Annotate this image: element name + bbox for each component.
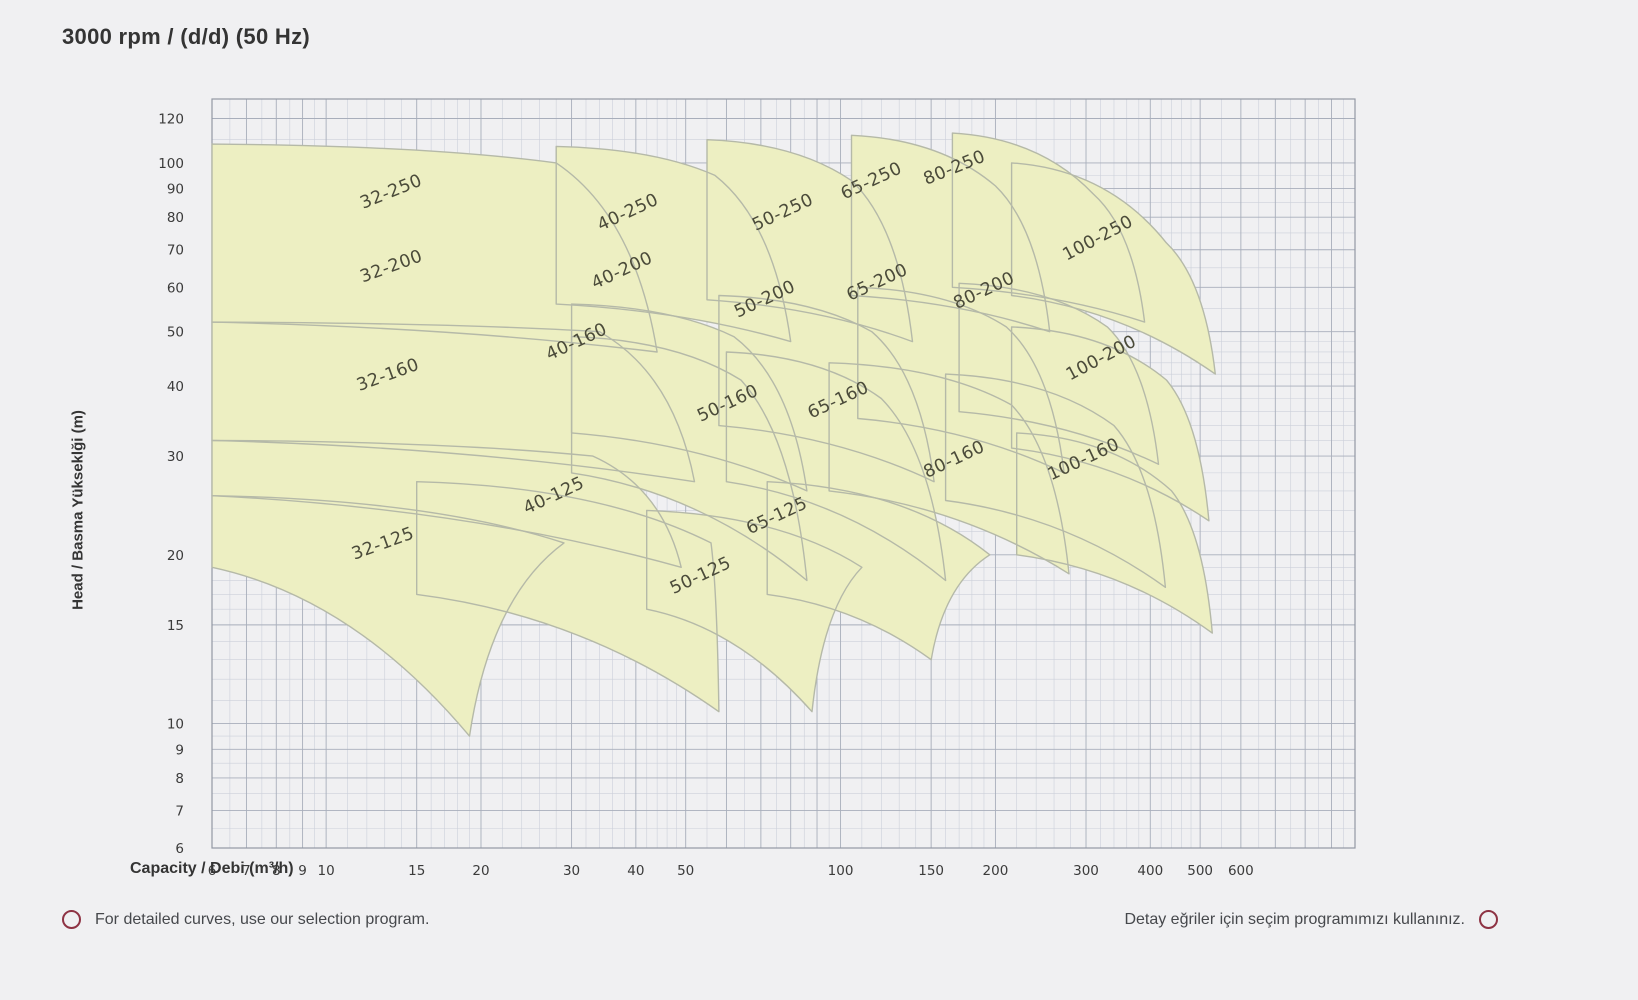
- pump-envelope-outline-32-160: [211, 439, 682, 568]
- pump-envelope-outline-100-160: [1016, 432, 1213, 634]
- y-tick-label: 100: [158, 156, 184, 172]
- x-tick-label: 40: [627, 863, 644, 879]
- x-tick-label: 400: [1137, 863, 1163, 879]
- x-tick-label: 10: [318, 863, 335, 879]
- y-tick-label: 10: [167, 717, 184, 733]
- y-tick-label: 40: [167, 379, 184, 395]
- y-tick-label: 50: [167, 325, 184, 341]
- pump-envelope-outline-80-160: [944, 373, 1167, 588]
- x-tick-label: 300: [1073, 863, 1099, 879]
- x-tick-label: 200: [983, 863, 1009, 879]
- pump-envelope-outline-40-160: [570, 335, 808, 582]
- y-tick-label: 60: [167, 280, 184, 296]
- pump-envelope-outline-50-160: [725, 351, 947, 582]
- y-axis-label: Head / Basma Yükseklği (m): [69, 410, 87, 610]
- pump-envelope-fill-100-160: [1016, 432, 1213, 634]
- footer-note-turkish: Detay eğriler için seçim programımızı ku…: [1124, 910, 1498, 929]
- x-tick-label: 50: [677, 863, 694, 879]
- pump-envelope-outline-32-250: [211, 143, 658, 353]
- pump-envelope-outline-40-200: [570, 303, 808, 492]
- footer-note-english: For detailed curves, use our selection p…: [62, 910, 429, 929]
- x-tick-label: 500: [1187, 863, 1213, 879]
- y-tick-label: 30: [167, 449, 184, 465]
- pump-envelope-outline-80-250: [951, 132, 1146, 323]
- pump-envelope-fill-65-125: [767, 481, 990, 660]
- footer-note-turkish-text: Detay eğriler için seçim programımızı ku…: [1124, 910, 1465, 928]
- pump-envelope-outline-100-200: [1010, 326, 1210, 522]
- pump-envelope-outline-65-250: [850, 134, 1051, 333]
- x-tick-label: 150: [918, 863, 944, 879]
- footer-note-english-text: For detailed curves, use our selection p…: [95, 910, 430, 928]
- x-tick-label: 9: [298, 863, 307, 879]
- x-tick-label: 6: [208, 863, 217, 879]
- y-tick-label: 8: [175, 771, 184, 787]
- pump-envelope-outline-40-125: [416, 481, 720, 713]
- y-tick-label: 80: [167, 210, 184, 226]
- selection-program-circle-icon: [62, 910, 81, 929]
- x-tick-label: 15: [408, 863, 425, 879]
- y-tick-label: 70: [167, 243, 184, 259]
- pump-envelope-fill-32-250: [212, 144, 658, 352]
- pump-envelope-outline-80-200: [958, 282, 1160, 465]
- pump-envelope-fill-100-250: [1011, 162, 1216, 375]
- x-axis-label: Capacity / Debi (m³/h): [130, 860, 294, 877]
- y-tick-label: 120: [158, 111, 184, 127]
- x-tick-label: 100: [828, 863, 854, 879]
- y-tick-label: 9: [175, 742, 184, 758]
- x-tick-label: 20: [472, 863, 489, 879]
- y-tick-label: 7: [175, 803, 184, 819]
- x-tick-label: 8: [272, 863, 281, 879]
- y-tick-label: 15: [167, 618, 184, 634]
- pump-envelope-fill-40-125: [416, 481, 719, 712]
- x-tick-label: 600: [1228, 863, 1254, 879]
- y-tick-label: 6: [175, 841, 184, 857]
- pump-envelope-outline-40-250: [555, 145, 792, 343]
- pump-envelope-outline-100-250: [1010, 162, 1216, 375]
- selection-program-circle-icon: [1479, 910, 1498, 929]
- pump-envelope-outline-50-200: [718, 294, 935, 483]
- x-tick-label: 30: [563, 863, 580, 879]
- page-title: 3000 rpm / (d/d) (50 Hz): [62, 24, 311, 49]
- pump-envelope-outline-65-125: [766, 481, 991, 661]
- x-tick-label: 7: [242, 863, 251, 879]
- y-tick-label: 20: [167, 548, 184, 564]
- pump-envelope-outline-50-250: [706, 139, 914, 343]
- pump-envelope-outline-32-200: [211, 321, 696, 483]
- pump-envelope-outline-50-125: [646, 509, 863, 713]
- pump-envelope-outline-65-160: [828, 362, 1070, 575]
- pump-envelope-outline-32-125: [211, 495, 565, 737]
- y-tick-label: 90: [167, 182, 184, 198]
